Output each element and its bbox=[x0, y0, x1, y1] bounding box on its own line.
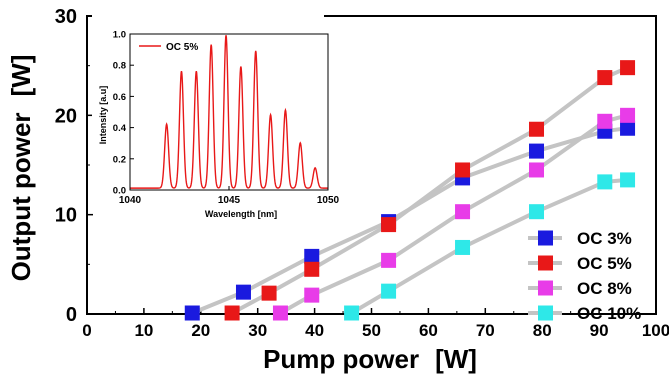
legend-label: OC 3% bbox=[577, 229, 632, 248]
data-point-series-4 bbox=[381, 283, 397, 299]
legend-marker bbox=[538, 230, 553, 246]
data-point-series-1 bbox=[184, 305, 200, 321]
data-point-series-2 bbox=[224, 305, 240, 321]
data-point-series-1 bbox=[235, 284, 251, 300]
legend: OC 3% OC 5% OC 8% OC 10% bbox=[528, 229, 641, 323]
data-point-series-2 bbox=[304, 261, 320, 277]
spectrum-line bbox=[130, 35, 328, 189]
x-axis-label: Pump power [W] bbox=[263, 344, 477, 374]
x-tick-label: 10 bbox=[134, 321, 153, 340]
x-tick-label: 0 bbox=[82, 321, 91, 340]
data-point-series-1 bbox=[304, 248, 320, 264]
x-tick-label: 70 bbox=[476, 321, 495, 340]
data-point-series-1 bbox=[620, 120, 636, 136]
data-point-series-3 bbox=[272, 305, 288, 321]
y-tick-label: 20 bbox=[55, 105, 77, 127]
data-point-series-3 bbox=[304, 287, 320, 303]
legend-marker bbox=[538, 305, 553, 321]
inset-x-tick-label: 1050 bbox=[317, 195, 340, 206]
inset-y-tick-label: 0.0 bbox=[113, 186, 126, 197]
inset-y-tick-label: 0.2 bbox=[113, 154, 126, 165]
x-tick-label: 30 bbox=[248, 321, 267, 340]
data-point-series-3 bbox=[529, 162, 545, 178]
inset-x-tick-label: 1045 bbox=[218, 195, 241, 206]
data-point-series-2 bbox=[620, 60, 636, 76]
legend-marker bbox=[538, 255, 553, 271]
data-point-series-2 bbox=[261, 285, 277, 301]
inset-spectrum-chart: 1040 1045 1050 0.0 0.2 0.4 0.6 0.8 1.0 Intensity… bbox=[92, 14, 340, 219]
inset-y-tick-label: 0.8 bbox=[113, 61, 126, 72]
inset-x-tick-label: 1040 bbox=[119, 195, 142, 206]
data-point-series-4 bbox=[344, 305, 360, 321]
inset-y-axis-label: Intensity [a.u] bbox=[98, 86, 108, 145]
data-point-series-3 bbox=[455, 204, 471, 220]
legend-label: OC 8% bbox=[577, 279, 632, 298]
x-tick-label: 20 bbox=[191, 321, 210, 340]
data-point-series-2 bbox=[381, 217, 397, 233]
y-tick-label: 30 bbox=[55, 6, 77, 28]
inset-legend-label: OC 5% bbox=[166, 42, 198, 53]
inset-x-axis-label: Wavelength [nm] bbox=[205, 209, 277, 219]
data-point-series-4 bbox=[529, 204, 545, 220]
data-point-series-4 bbox=[597, 174, 613, 190]
x-tick-label: 80 bbox=[533, 321, 552, 340]
x-tick-label: 40 bbox=[305, 321, 324, 340]
inset-y-tick-label: 0.4 bbox=[113, 123, 127, 134]
data-point-series-2 bbox=[597, 70, 613, 86]
inset-legend: OC 5% bbox=[139, 42, 198, 53]
legend-label: OC 5% bbox=[577, 254, 632, 273]
data-point-series-3 bbox=[620, 107, 636, 123]
y-tick-label: 10 bbox=[55, 205, 77, 227]
x-tick-label: 60 bbox=[419, 321, 438, 340]
data-point-series-4 bbox=[620, 172, 636, 188]
x-tick-label: 90 bbox=[590, 321, 609, 340]
inset-y-tick-label: 0.6 bbox=[113, 92, 126, 103]
inset-y-tick-label: 1.0 bbox=[113, 30, 126, 41]
series-line-3 bbox=[279, 113, 629, 315]
data-point-series-2 bbox=[455, 162, 471, 178]
data-point-series-3 bbox=[597, 113, 613, 129]
y-axis-label: Output power[W] bbox=[6, 55, 36, 282]
y-tick-label: 0 bbox=[66, 304, 77, 326]
legend-label: OC 10% bbox=[577, 304, 641, 323]
legend-marker bbox=[538, 280, 553, 296]
x-tick-label: 50 bbox=[362, 321, 381, 340]
data-point-series-2 bbox=[529, 121, 545, 137]
data-point-series-4 bbox=[455, 239, 471, 255]
data-point-series-1 bbox=[529, 143, 545, 159]
data-point-series-3 bbox=[381, 252, 397, 268]
x-tick-label: 100 bbox=[642, 321, 669, 340]
